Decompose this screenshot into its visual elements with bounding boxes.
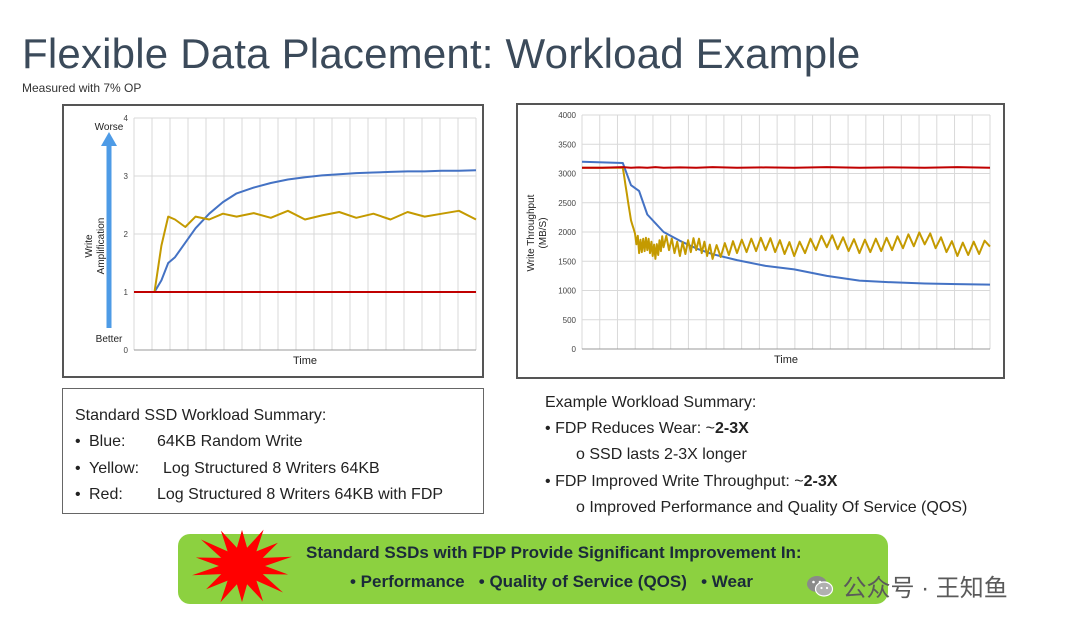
summary-value: 64KB Random Write	[157, 433, 303, 450]
write-amplification-chart: 0 1 2 3 4 Time Write Amplification Worse Better	[62, 104, 484, 378]
series-line-blue	[134, 169, 477, 293]
watermark: 公众号 · 王知鱼	[806, 568, 1008, 603]
y-axis-label: Write Amplification	[84, 218, 107, 275]
example-wear-text: FDP Reduces Wear: ~	[555, 420, 715, 437]
y-tick-label: 0	[572, 345, 577, 354]
bullet: •	[545, 473, 551, 490]
example-line-wear: • FDP Reduces Wear: ~2-3X	[545, 420, 749, 438]
y-tick-label: 3	[124, 172, 129, 181]
summary-value: Log Structured 8 Writers 64KB	[163, 460, 380, 477]
bullet: •	[75, 460, 81, 477]
example-subline-qos: o Improved Performance and Quality Of Se…	[576, 499, 967, 517]
bullet: •	[75, 486, 81, 503]
y-tick-label: 2	[124, 230, 129, 239]
x-axis-label: Time	[293, 355, 317, 367]
example-throughput-text: FDP Improved Write Throughput: ~	[555, 473, 804, 490]
conclusion-banner: Standard SSDs with FDP Provide Significa…	[178, 534, 888, 604]
example-line-throughput: • FDP Improved Write Throughput: ~2-3X	[545, 473, 837, 491]
summary-row-blue: • Blue: 64KB Random Write	[75, 433, 303, 451]
summary-key: Red:	[89, 486, 123, 503]
summary-value: Log Structured 8 Writers 64KB with FDP	[157, 486, 444, 503]
series-line-blue	[581, 160, 991, 286]
wechat-icon	[807, 575, 834, 597]
y-tick-label: 1500	[558, 257, 576, 266]
arrow-head-icon	[101, 132, 117, 146]
write-throughput-chart: 0 500 1000 1500 2000 2500 3000 3500 4000 Time Writ…	[516, 103, 1005, 379]
y-tick-label: 3000	[558, 170, 576, 179]
summary-row-red: • Red: Log Structured 8 Writers 64KB with…	[75, 486, 443, 504]
example-qos-text: Improved Performance and Quality Of Serv…	[589, 499, 968, 516]
series-line-yellow	[134, 209, 477, 293]
banner-items: • Performance • Quality of Service (QOS)…	[350, 572, 753, 592]
y-tick-label: 2000	[558, 228, 576, 237]
series-line-red	[582, 166, 991, 169]
bullet: •	[545, 420, 551, 437]
y-tick-label: 4000	[558, 111, 576, 120]
write-amplification-svg: 0 1 2 3 4 Time Write Amplification Worse Better	[84, 114, 477, 367]
series-line-yellow	[582, 166, 991, 260]
summary-row-yellow: • Yellow: Log Structured 8 Writers 64KB	[75, 460, 380, 478]
y-axis-label: Write Throughput (MB/S)	[526, 194, 549, 271]
red-starburst-icon	[192, 529, 292, 603]
y-axis-label-line: Write	[84, 234, 95, 258]
x-axis-label: Time	[774, 354, 798, 366]
y-tick-label: 1	[124, 288, 129, 297]
summary-key: Blue:	[89, 433, 126, 450]
summary-box-title: Standard SSD Workload Summary:	[75, 407, 327, 424]
y-tick-label: 0	[124, 346, 129, 355]
banner-item-wear: • Wear	[701, 572, 754, 591]
y-axis-label-line: Write Throughput	[526, 194, 537, 271]
y-axis-label-line: Amplification	[96, 218, 107, 275]
y-tick-label: 1000	[558, 287, 576, 296]
bullet: •	[75, 433, 81, 450]
banner-item-qos: • Quality of Service (QOS)	[478, 572, 687, 591]
standard-ssd-summary-box: Standard SSD Workload Summary: • Blue: 64…	[62, 388, 484, 514]
banner-title: Standard SSDs with FDP Provide Significa…	[306, 543, 802, 562]
banner-item-performance: • Performance	[350, 572, 465, 591]
example-throughput-factor: 2-3X	[803, 473, 838, 490]
example-summary-title: Example Workload Summary:	[545, 394, 757, 411]
y-tick-label: 500	[563, 316, 577, 325]
y-axis-label-line: (MB/S)	[538, 217, 549, 248]
watermark-text: 公众号 · 王知鱼	[842, 575, 1008, 602]
example-subline-lifetime: o SSD lasts 2-3X longer	[576, 446, 747, 464]
better-label: Better	[96, 334, 123, 345]
slide-title: Flexible Data Placement: Workload Exampl…	[22, 30, 861, 77]
example-wear-factor: 2-3X	[714, 420, 749, 437]
example-lifetime-text: SSD lasts 2-3X longer	[589, 446, 747, 463]
sub-bullet: o	[576, 499, 585, 516]
slide-subtitle: Measured with 7% OP	[22, 81, 142, 95]
y-tick-label: 2500	[558, 199, 576, 208]
summary-key: Yellow:	[89, 460, 140, 477]
sub-bullet: o	[576, 446, 585, 463]
y-tick-label: 4	[124, 114, 129, 123]
worse-label: Worse	[95, 122, 124, 133]
write-throughput-svg: 0 500 1000 1500 2000 2500 3000 3500 4000 Time Writ…	[526, 111, 991, 366]
y-tick-label: 3500	[558, 140, 576, 149]
